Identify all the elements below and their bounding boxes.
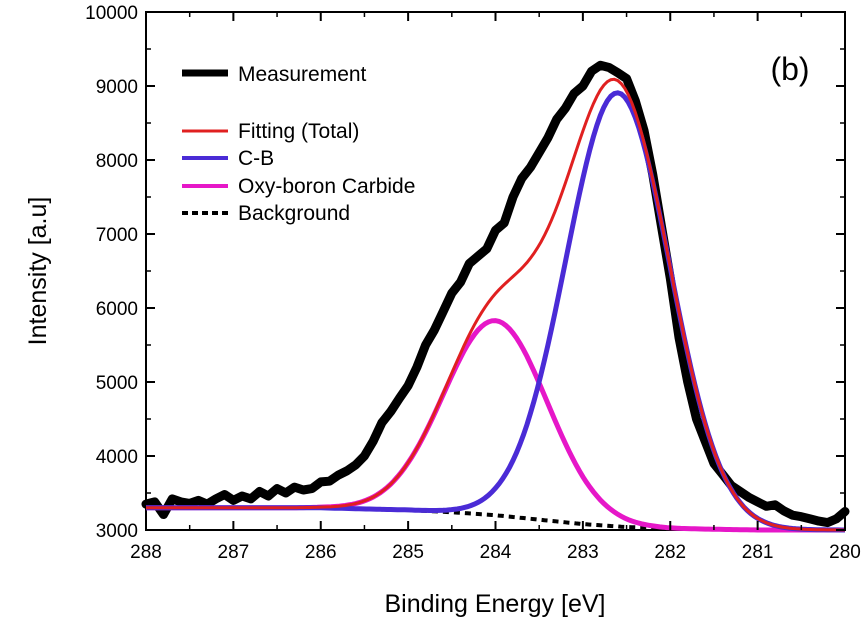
y-tick-label: 7000 <box>96 225 138 246</box>
plot-frame <box>145 11 846 531</box>
panel-label: (b) <box>770 51 809 87</box>
y-tick-label: 8000 <box>96 151 138 172</box>
y-tick-label: 9000 <box>96 77 138 98</box>
x-tick-label: 286 <box>305 542 337 563</box>
legend-label-measurement: Measurement <box>238 63 367 86</box>
x-tick-label: 288 <box>130 542 162 563</box>
legend-label-fitting-total: Fitting (Total) <box>238 120 359 143</box>
x-axis-ticks: 288 287 286 285 284 283 282 281 280 <box>130 12 861 563</box>
y-axis-title: Intensity [a.u] <box>24 197 52 346</box>
x-tick-label: 284 <box>480 542 512 563</box>
x-tick-label: 283 <box>567 542 599 563</box>
y-tick-label: 10000 <box>85 3 138 24</box>
legend-label-c-b: C-B <box>238 147 274 170</box>
x-tick-label: 287 <box>218 542 250 563</box>
curves-group <box>141 60 850 533</box>
x-axis-title: Binding Energy [eV] <box>385 590 606 618</box>
x-tick-label: 280 <box>829 542 861 563</box>
legend: Measurement Fitting (Total) C-B Oxy-boro… <box>182 63 415 225</box>
y-axis-ticks: 3000 4000 5000 6000 7000 8000 9000 10000 <box>85 3 845 542</box>
x-tick-label: 281 <box>742 542 774 563</box>
series-fitting-total-line <box>146 77 845 532</box>
legend-label-oxy-boron-carbide: Oxy-boron Carbide <box>238 175 415 198</box>
x-tick-label: 282 <box>654 542 686 563</box>
y-tick-label: 5000 <box>96 373 138 394</box>
y-tick-label: 3000 <box>96 521 138 542</box>
x-tick-label: 285 <box>392 542 424 563</box>
y-tick-label: 6000 <box>96 299 138 320</box>
y-tick-label: 4000 <box>96 447 138 468</box>
legend-label-background: Background <box>238 202 350 225</box>
